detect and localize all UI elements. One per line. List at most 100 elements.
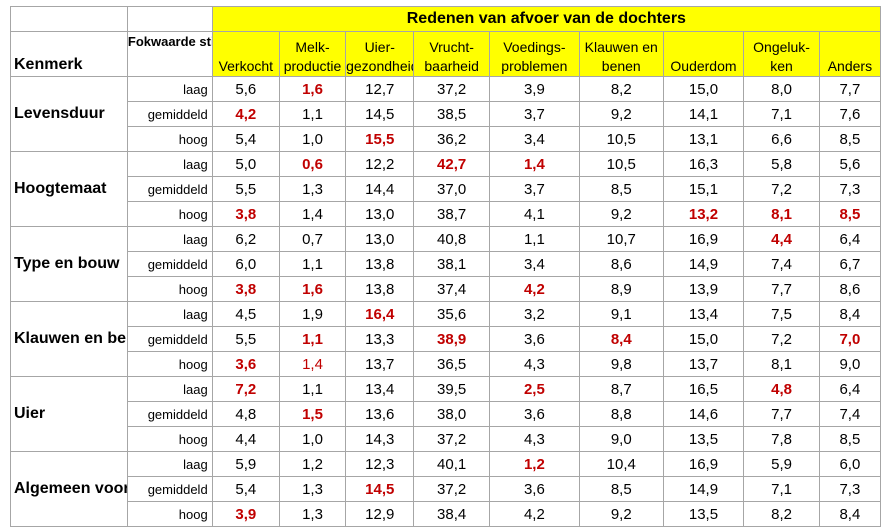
fokwaarde-stier-header: Fokwaarde stier	[126, 31, 213, 77]
kenmerk-name: Hoogtemaat	[10, 151, 128, 227]
column-header-line1: Melk-	[295, 39, 330, 55]
kenmerk-name: Algemeen voorkomen	[10, 451, 128, 527]
column-header-line2: productie	[283, 58, 342, 74]
table-cell: 38,1	[413, 251, 490, 277]
table-row: Uier laag 7,2 1,1 13,4 39,5 2,5 8,7 16,5 4,8 6,4	[10, 376, 882, 452]
table-cell: 0,7	[278, 226, 347, 252]
table-cell: 12,3	[345, 451, 415, 477]
fokwaarde-level: hoog	[126, 126, 213, 152]
table-row: hoog 3,6 1,4 13,7 36,5 4,3 9,8 13,7 8,1 9,0	[11, 351, 882, 377]
column-header: Verkocht	[211, 31, 280, 77]
table-cell: 8,6	[578, 251, 664, 277]
table-cell: 2,5	[488, 376, 580, 402]
table-cell: 7,8	[743, 426, 820, 452]
table-row: Klauwen en benenlaag4,51,916,435,63,29,1…	[10, 301, 882, 377]
fokwaarde-level: gemiddeld	[126, 476, 213, 502]
table-cell: 8,0	[743, 76, 820, 102]
column-header-line1: Ongeluk-	[753, 39, 810, 55]
table-cell: 1,0	[278, 126, 347, 152]
table-cell: 12,9	[345, 501, 415, 527]
table-cell: 7,7	[743, 276, 820, 302]
table-cell: 6,6	[743, 126, 820, 152]
table-row: gemiddeld 4,2 1,1 14,5 38,5 3,7 9,2 14,1 7,1 7,6	[11, 101, 882, 127]
fokwaarde-level: laag	[126, 226, 213, 252]
table-cell: 7,4	[818, 401, 882, 427]
fokwaarde-level: hoog	[126, 501, 213, 527]
table-cell: 13,3	[345, 326, 415, 352]
table-cell: 1,4	[278, 201, 347, 227]
table-cell: 4,4	[743, 226, 820, 252]
column-header-line2: ken	[770, 58, 793, 74]
table-cell: 10,7	[578, 226, 664, 252]
table-cell: 13,0	[345, 201, 415, 227]
table-cell: 7,3	[818, 176, 882, 202]
table-row: gemiddeld 4,8 1,5 13,6 38,0 3,6 8,8 14,6 7,7 7,4	[11, 401, 882, 427]
table-cell: 14,6	[662, 401, 745, 427]
table-cell: 10,5	[578, 151, 664, 177]
table-row: Type en bouw laag 6,2 0,7 13,0 40,8 1,1 10,7 16,…	[10, 226, 882, 302]
table-cell: 8,7	[578, 376, 664, 402]
table-row: hoog 5,4 1,0 15,5 36,2 3,4 10,5 13,1 6,6 8,5	[11, 126, 882, 152]
table-cell: 15,5	[345, 126, 415, 152]
fokwaarde-level: hoog	[126, 351, 213, 377]
fokwaarde-level: laag	[126, 376, 213, 402]
table-cell: 8,6	[818, 276, 882, 302]
table-cell: 5,5	[211, 176, 280, 202]
table-row: gemiddeld 5,5 1,1 13,3 38,9 3,6 8,4 15,0 7,2 7,0	[11, 326, 882, 352]
table-cell: 6,4	[818, 226, 882, 252]
table-cell: 37,2	[413, 76, 490, 102]
table-cell: 38,7	[413, 201, 490, 227]
table-cell: 8,5	[818, 201, 882, 227]
column-header: Klauwen en benen	[578, 31, 664, 77]
table-cell: 13,7	[345, 351, 415, 377]
column-header-line1	[213, 38, 278, 57]
table-cell: 5,4	[211, 126, 280, 152]
table-cell: 8,5	[818, 426, 882, 452]
corner-blank	[10, 6, 128, 32]
table-cell: 3,4	[488, 126, 580, 152]
table-cell: 1,1	[488, 226, 580, 252]
table-cell: 1,4	[278, 351, 347, 377]
table-cell: 1,4	[488, 151, 580, 177]
fokwaarde-level: gemiddeld	[126, 101, 213, 127]
column-header: Anders	[818, 31, 882, 77]
table-cell: 1,1	[278, 326, 347, 352]
table-cell: 40,1	[413, 451, 490, 477]
table-cell: 14,1	[662, 101, 745, 127]
table-cell: 3,6	[488, 476, 580, 502]
column-header-line2: gezondheid	[346, 58, 414, 74]
table-cell: 13,4	[662, 301, 745, 327]
table-cell: 7,1	[743, 476, 820, 502]
table-cell: 14,3	[345, 426, 415, 452]
table-cell: 7,1	[743, 101, 820, 127]
table-cell: 16,4	[345, 301, 415, 327]
table-cell: 13,8	[345, 251, 415, 277]
column-header: Voedings-problemen	[488, 31, 580, 77]
table-row: hoog 4,4 1,0 14,3 37,2 4,3 9,0 13,5 7,8 8,5	[11, 426, 882, 452]
table-cell: 10,4	[578, 451, 664, 477]
table-cell: 3,9	[211, 501, 280, 527]
table-row: gemiddeld 6,0 1,1 13,8 38,1 3,4 8,6 14,9 7,4 6,7	[11, 251, 882, 277]
table-cell: 9,2	[578, 501, 664, 527]
table-cell: 7,2	[743, 326, 820, 352]
table-cell: 3,6	[488, 326, 580, 352]
table-cell: 3,6	[211, 351, 280, 377]
table-cell: 9,2	[578, 101, 664, 127]
table-cell: 1,6	[278, 276, 347, 302]
table-cell: 4,8	[211, 401, 280, 427]
table-cell: 8,5	[578, 176, 664, 202]
table-cell: 38,0	[413, 401, 490, 427]
table-cell: 37,4	[413, 276, 490, 302]
table-cell: 6,0	[211, 251, 280, 277]
table-cell: 1,3	[278, 176, 347, 202]
table-cell: 5,8	[743, 151, 820, 177]
table-cell: 16,5	[662, 376, 745, 402]
table-cell: 3,6	[488, 401, 580, 427]
column-header: Ongeluk-ken	[743, 31, 820, 77]
table-cell: 3,7	[488, 176, 580, 202]
table-cell: 13,0	[345, 226, 415, 252]
table-cell: 13,8	[345, 276, 415, 302]
column-header: Melk-productie	[278, 31, 347, 77]
table-cell: 8,2	[743, 501, 820, 527]
table-cell: 9,2	[578, 201, 664, 227]
